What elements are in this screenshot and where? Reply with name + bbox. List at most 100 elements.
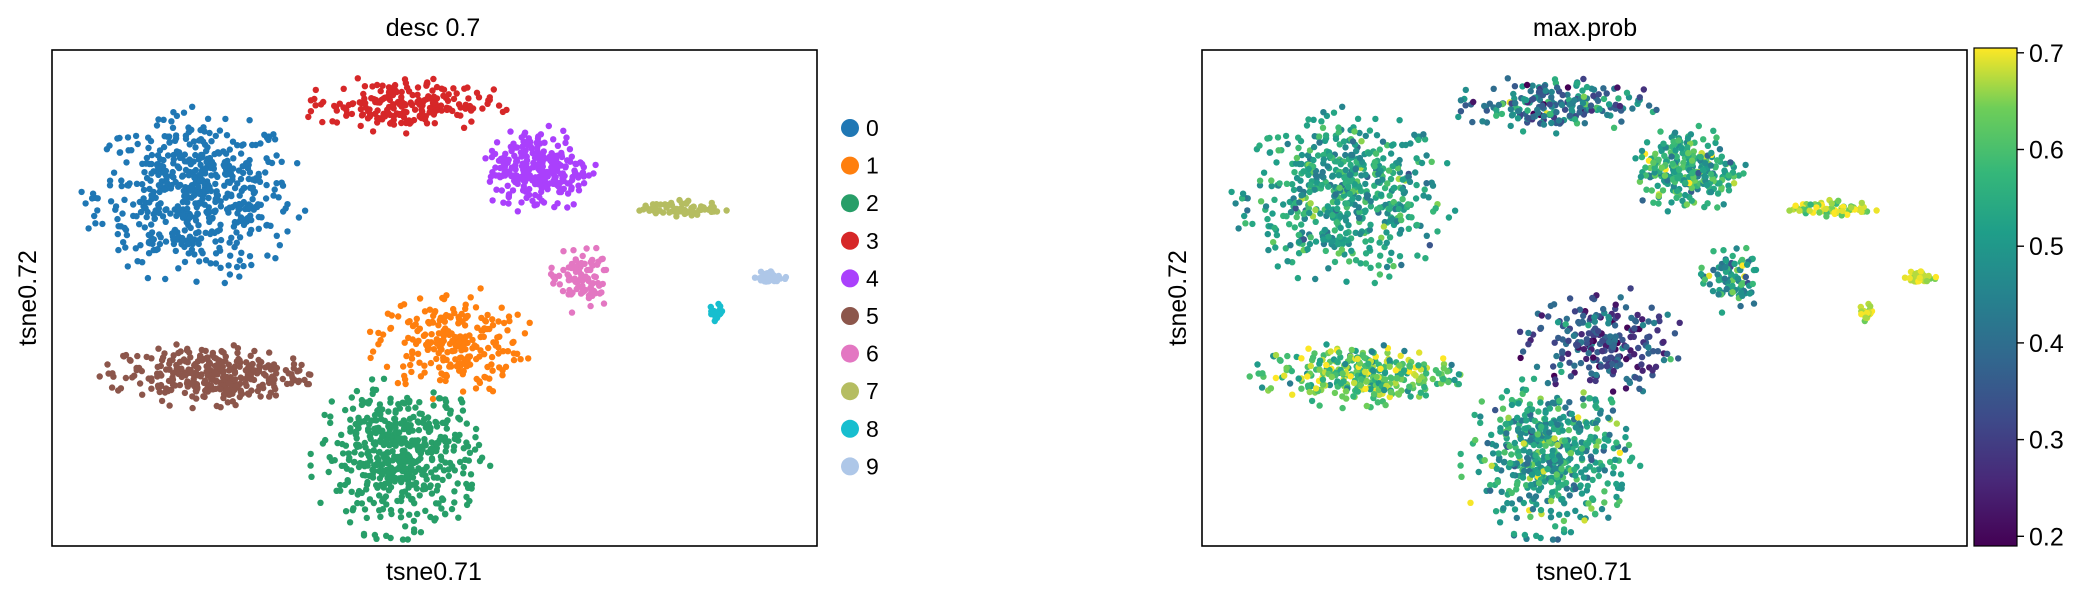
maxprob-point (1342, 360, 1349, 368)
cluster-point (204, 115, 212, 123)
maxprob-point (1487, 481, 1494, 489)
cluster-point (560, 127, 567, 134)
maxprob-point (1270, 239, 1277, 246)
cluster-point (588, 289, 595, 296)
cluster-point (372, 425, 380, 432)
maxprob-point (1664, 350, 1671, 357)
maxprob-point (1421, 136, 1429, 143)
maxprob-point (1660, 356, 1668, 364)
cluster-point (588, 281, 595, 288)
cluster-point (472, 304, 480, 311)
cluster-point (168, 181, 175, 189)
maxprob-point (1528, 471, 1536, 478)
maxprob-point (1376, 239, 1383, 246)
cluster-point (166, 139, 173, 146)
maxprob-point (1654, 348, 1662, 355)
cluster-point (142, 160, 150, 167)
cluster-point (176, 152, 184, 160)
maxprob-point (1495, 456, 1503, 464)
maxprob-point (1522, 386, 1530, 394)
maxprob-point (1576, 306, 1584, 313)
cluster-point (415, 337, 422, 344)
cluster-point (160, 143, 168, 151)
cluster-point (577, 159, 584, 166)
cluster-point (526, 319, 533, 326)
cluster-point (207, 230, 214, 238)
cluster-point (424, 342, 431, 349)
maxprob-point (1507, 106, 1515, 113)
maxprob-point (1366, 226, 1374, 234)
maxprob-point (1807, 201, 1814, 208)
cluster-point (212, 238, 219, 245)
cluster-point (416, 101, 423, 108)
cluster-point (404, 319, 412, 326)
maxprob-point (1349, 195, 1356, 203)
maxprob-point (1462, 86, 1470, 94)
maxprob-point (1316, 139, 1323, 146)
maxprob-point (1287, 208, 1295, 216)
cluster-point (521, 129, 529, 136)
cluster-point (205, 214, 213, 222)
cluster-point (493, 139, 501, 146)
maxprob-point (1455, 113, 1462, 121)
maxprob-point (1552, 465, 1559, 472)
maxprob-point (1580, 402, 1587, 409)
cluster-point (460, 470, 467, 477)
cluster-point (492, 172, 500, 179)
cluster-point (140, 186, 148, 194)
maxprob-point (1642, 172, 1650, 179)
maxprob-point (1542, 409, 1549, 416)
maxprob-point (1376, 271, 1384, 278)
maxprob-point (1537, 423, 1545, 430)
cluster-point (431, 120, 438, 127)
cluster-point (387, 399, 394, 406)
maxprob-point (1367, 203, 1375, 210)
maxprob-point (1413, 155, 1420, 162)
cluster-point (554, 142, 562, 149)
cluster-point (148, 355, 155, 362)
maxprob-point (1710, 266, 1717, 274)
maxprob-point (1566, 359, 1573, 366)
cluster-point (428, 455, 436, 462)
maxprob-point (1701, 203, 1708, 211)
cluster-point (333, 107, 340, 114)
cluster-point (431, 517, 438, 524)
maxprob-point (1350, 379, 1358, 387)
cluster-point (443, 425, 450, 432)
cluster-point (505, 192, 512, 200)
cluster-point (383, 532, 390, 539)
cluster-point (548, 264, 555, 271)
maxprob-point (1457, 450, 1464, 458)
maxprob-point (1345, 183, 1352, 190)
cluster-point (173, 361, 180, 369)
maxprob-point (1622, 304, 1630, 311)
legend-marker (841, 344, 859, 363)
cluster-point (404, 421, 411, 428)
maxprob-point (1495, 450, 1502, 457)
maxprob-point (1325, 183, 1332, 190)
maxprob-point (1583, 441, 1590, 449)
maxprob-point (1932, 273, 1940, 281)
maxprob-point (1235, 225, 1242, 232)
maxprob-point (1511, 506, 1519, 513)
maxprob-point (1515, 448, 1522, 455)
maxprob-point (1343, 278, 1350, 285)
maxprob-point (1398, 226, 1405, 234)
maxprob-point (1524, 107, 1531, 114)
maxprob-point (1635, 344, 1642, 352)
cluster-point (144, 274, 152, 282)
cluster-point (579, 289, 586, 296)
maxprob-point (1636, 94, 1644, 101)
maxprob-point (1613, 420, 1621, 427)
cluster-point (195, 183, 202, 190)
cluster-point (120, 239, 127, 246)
maxprob-point (1228, 188, 1235, 196)
cluster-point (463, 439, 470, 446)
cluster-point (723, 207, 730, 214)
maxprob-point (1295, 250, 1303, 257)
cluster-point (689, 207, 696, 215)
maxprob-point (1273, 159, 1280, 166)
maxprob-point (1558, 368, 1565, 376)
maxprob-point (1644, 334, 1651, 341)
